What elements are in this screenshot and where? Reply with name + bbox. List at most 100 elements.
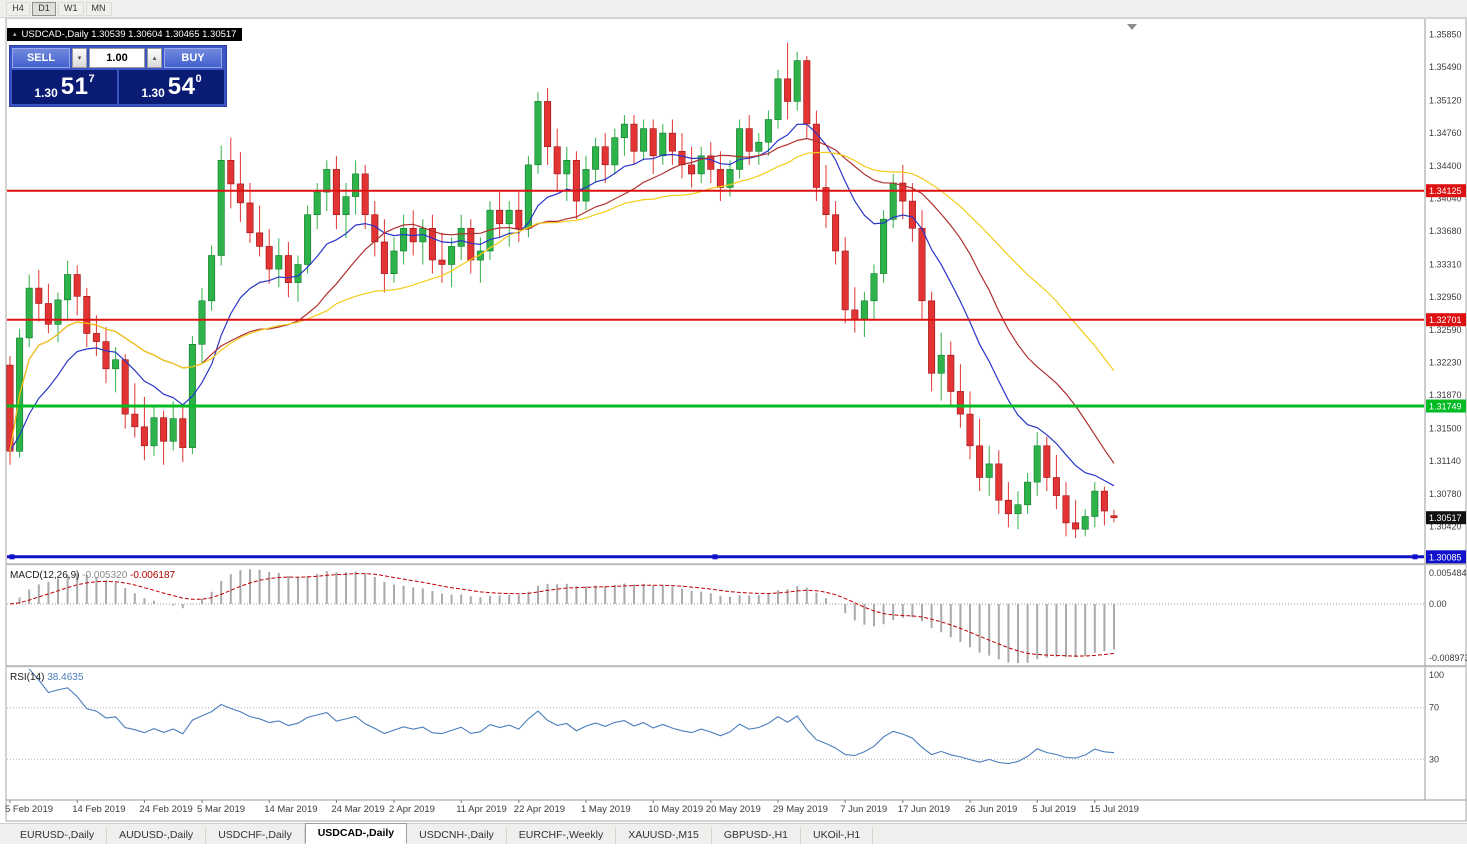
svg-text:1.35120: 1.35120 xyxy=(1429,96,1462,106)
chart-frame[interactable] xyxy=(5,18,1467,822)
svg-text:1.33680: 1.33680 xyxy=(1429,226,1462,236)
svg-text:1.35850: 1.35850 xyxy=(1429,29,1462,39)
svg-text:1.35490: 1.35490 xyxy=(1429,62,1462,72)
price-axis: 1.35850 1.35490 1.35120 1.34760 1.34400 1.340… xyxy=(1429,29,1462,531)
svg-text:1.34125: 1.34125 xyxy=(1429,186,1462,196)
price-badge-1.31749: 1.31749 xyxy=(1426,399,1466,413)
svg-text:1.32701: 1.32701 xyxy=(1429,315,1462,325)
chart-tab-eurusd-daily[interactable]: EURUSD-,Daily xyxy=(8,827,108,844)
price-badge-1.30085: 1.30085 xyxy=(1426,550,1466,564)
chart-tab-usdcnh-daily[interactable]: USDCNH-,Daily xyxy=(407,827,507,844)
price-badge-1.34125: 1.34125 xyxy=(1426,184,1466,198)
svg-text:14 Feb 2019: 14 Feb 2019 xyxy=(72,804,125,815)
svg-text:10 May 2019: 10 May 2019 xyxy=(648,804,703,815)
one-click-trade-panel: SELL ▾ ▴ BUY 1.30 51 7 1.30 54 0 xyxy=(10,46,226,106)
svg-text:70: 70 xyxy=(1429,703,1439,713)
timeframe-h4-button[interactable]: H4 xyxy=(6,1,30,16)
svg-text:24 Feb 2019: 24 Feb 2019 xyxy=(139,804,192,815)
volume-decrease-button[interactable]: ▾ xyxy=(72,48,87,68)
ma-line-slow[interactable] xyxy=(9,151,1115,452)
svg-text:14 Mar 2019: 14 Mar 2019 xyxy=(264,804,317,815)
svg-text:1.31500: 1.31500 xyxy=(1429,424,1462,434)
macd-label: MACD(12,26,9) -0.005320 -0.006187 xyxy=(10,570,176,581)
svg-text:17 Jun 2019: 17 Jun 2019 xyxy=(898,804,950,815)
sell-price-point: 7 xyxy=(88,73,95,85)
svg-text:1.34040: 1.34040 xyxy=(1429,193,1462,203)
svg-text:-0.008973: -0.008973 xyxy=(1429,653,1467,663)
svg-text:100: 100 xyxy=(1429,670,1444,680)
macd-signal-line xyxy=(9,573,1115,657)
chart-canvas[interactable]: 1.35850 1.35490 1.35120 1.34760 1.34400 1.340… xyxy=(0,18,1467,823)
buy-button[interactable]: BUY xyxy=(164,48,222,68)
trade-controls-row: SELL ▾ ▴ BUY xyxy=(12,48,224,68)
hline-handle[interactable] xyxy=(1412,554,1418,560)
rsi-line xyxy=(28,668,1115,765)
date-axis: 5 Feb 2019 14 Feb 2019 24 Feb 2019 5 Mar 20… xyxy=(5,800,1139,815)
timeframe-d1-button[interactable]: D1 xyxy=(32,1,56,16)
chart-tab-usdchf-daily[interactable]: USDCHF-,Daily xyxy=(206,827,305,844)
trade-prices-row: 1.30 51 7 1.30 54 0 xyxy=(12,70,224,104)
svg-text:0.005484: 0.005484 xyxy=(1429,568,1467,578)
sell-button[interactable]: SELL xyxy=(12,48,70,68)
svg-text:24 Mar 2019: 24 Mar 2019 xyxy=(331,804,384,815)
buy-price[interactable]: 1.30 54 0 xyxy=(119,70,224,104)
timeframe-toolbar: H4 D1 W1 MN xyxy=(0,0,1467,18)
chart-tab-xauusd-m15[interactable]: XAUUSD-,M15 xyxy=(616,827,712,844)
svg-text:22 Apr 2019: 22 Apr 2019 xyxy=(514,804,565,815)
svg-text:5 Jul 2019: 5 Jul 2019 xyxy=(1032,804,1076,815)
buy-price-figure: 1.30 xyxy=(141,86,165,100)
sell-price[interactable]: 1.30 51 7 xyxy=(12,70,117,104)
one-click-toggle-icon[interactable]: ▴ xyxy=(13,31,17,38)
svg-text:7 Jun 2019: 7 Jun 2019 xyxy=(840,804,887,815)
rsi-axis: 100 70 30 xyxy=(1429,670,1444,764)
svg-text:1.34760: 1.34760 xyxy=(1429,128,1462,138)
svg-text:0.00: 0.00 xyxy=(1429,599,1447,609)
price-badge-1.32701: 1.32701 xyxy=(1426,313,1466,327)
svg-text:15 Jul 2019: 15 Jul 2019 xyxy=(1090,804,1139,815)
svg-text:11 Apr 2019: 11 Apr 2019 xyxy=(456,804,507,815)
svg-text:1.31140: 1.31140 xyxy=(1429,456,1461,466)
sell-price-figure: 1.30 xyxy=(34,86,58,100)
volume-increase-button[interactable]: ▴ xyxy=(147,48,162,68)
timeframe-w1-button[interactable]: W1 xyxy=(58,1,84,16)
svg-text:1.32590: 1.32590 xyxy=(1429,325,1462,335)
svg-text:1.30420: 1.30420 xyxy=(1429,522,1462,532)
chart-tabs-bar: EURUSD-,Daily AUDUSD-,Daily USDCHF-,Daily U… xyxy=(0,823,1467,844)
svg-text:1.30085: 1.30085 xyxy=(1429,552,1462,562)
current-price-badge: 1.30517 xyxy=(1426,511,1466,525)
svg-text:1.30517: 1.30517 xyxy=(1429,513,1462,523)
chart-tab-audusd-daily[interactable]: AUDUSD-,Daily xyxy=(107,827,207,844)
svg-text:1.31870: 1.31870 xyxy=(1429,390,1462,400)
svg-text:1.34400: 1.34400 xyxy=(1429,161,1462,171)
ohlc-text: USDCAD-,Daily 1.30539 1.30604 1.30465 1.… xyxy=(21,29,237,40)
svg-text:1.32950: 1.32950 xyxy=(1429,292,1462,302)
svg-text:1 May 2019: 1 May 2019 xyxy=(581,804,631,815)
svg-text:1.32230: 1.32230 xyxy=(1429,357,1462,367)
timeframe-mn-button[interactable]: MN xyxy=(85,1,112,16)
svg-text:5 Mar 2019: 5 Mar 2019 xyxy=(197,804,245,815)
svg-text:20 May 2019: 20 May 2019 xyxy=(706,804,761,815)
svg-text:1.33310: 1.33310 xyxy=(1429,260,1462,270)
hline-handle[interactable] xyxy=(9,554,15,560)
svg-text:1.31749: 1.31749 xyxy=(1429,402,1462,412)
rsi-label: RSI(14) 38.4635 xyxy=(10,672,84,683)
macd-axis: 0.005484 0.00 -0.008973 xyxy=(1429,568,1467,663)
chart-tab-eurchf-weekly[interactable]: EURCHF-,Weekly xyxy=(507,827,617,844)
chart-tab-ukoil-h1[interactable]: UKOil-,H1 xyxy=(801,827,874,844)
svg-text:26 Jun 2019: 26 Jun 2019 xyxy=(965,804,1017,815)
svg-text:5 Feb 2019: 5 Feb 2019 xyxy=(5,804,53,815)
sell-price-pips: 51 xyxy=(60,73,89,100)
chart-tab-usdcad-daily[interactable]: USDCAD-,Daily xyxy=(304,823,408,844)
chart-tab-gbpusd-h1[interactable]: GBPUSD-,H1 xyxy=(712,827,801,844)
macd-histogram xyxy=(18,569,1115,663)
svg-text:29 May 2019: 29 May 2019 xyxy=(773,804,828,815)
buy-price-point: 0 xyxy=(195,73,202,85)
svg-text:2 Apr 2019: 2 Apr 2019 xyxy=(389,804,435,815)
svg-text:1.30780: 1.30780 xyxy=(1429,489,1462,499)
chart-ohlc-strip: ▴ USDCAD-,Daily 1.30539 1.30604 1.30465 … xyxy=(7,28,243,41)
svg-text:30: 30 xyxy=(1429,754,1439,764)
buy-price-pips: 54 xyxy=(167,73,196,100)
pane-separators[interactable] xyxy=(6,563,1466,801)
volume-input[interactable] xyxy=(89,48,145,68)
hline-handle[interactable] xyxy=(712,554,718,560)
